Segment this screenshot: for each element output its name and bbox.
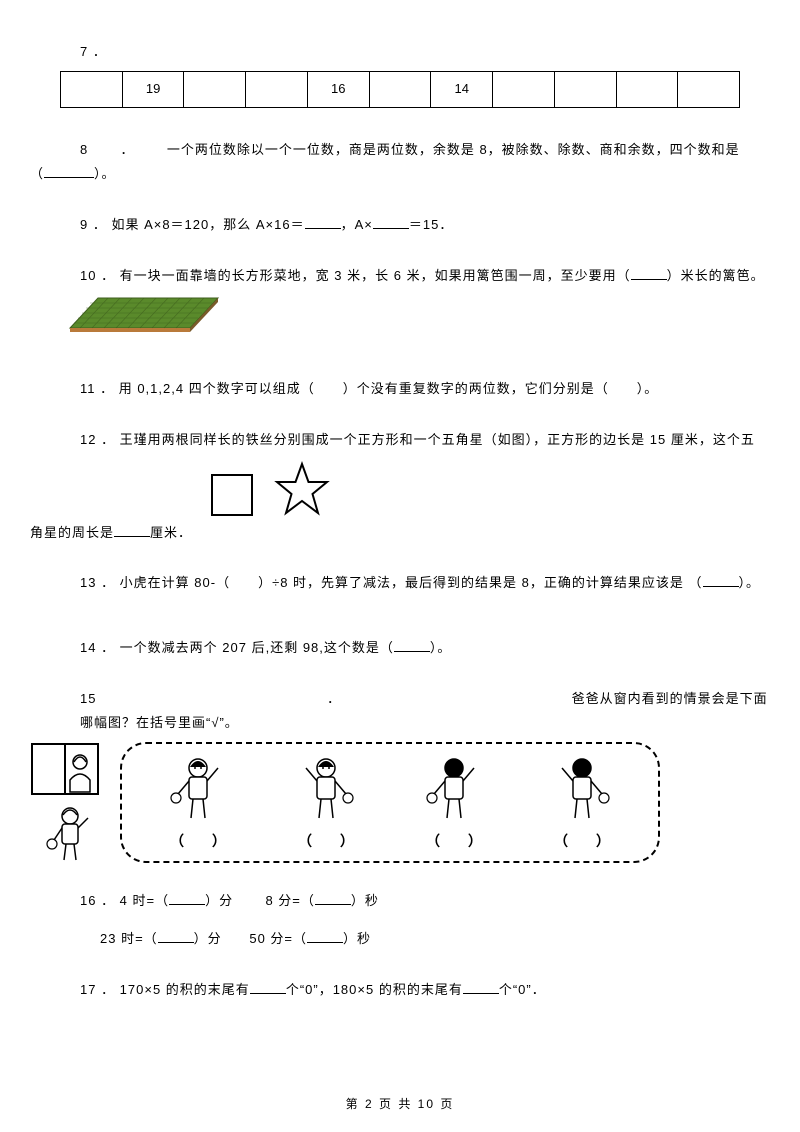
question-11: 11 ． 用 0,1,2,4 四个数字可以组成（ ）个没有重复数字的两位数，它们… <box>80 377 770 402</box>
blank <box>463 981 499 994</box>
boy-back2-icon <box>552 754 612 824</box>
q14-a: 14 ． 一个数减去两个 207 后,还剩 98,这个数是（ <box>80 640 394 655</box>
q15-num: 15 <box>80 691 96 706</box>
table-row: 19 16 14 <box>61 71 740 107</box>
q9-c: ＝15． <box>409 217 453 232</box>
q15-option: （ ） <box>296 754 356 855</box>
q7-cell: 14 <box>431 71 493 107</box>
blank <box>114 524 150 537</box>
q11-text: 11 ． 用 0,1,2,4 四个数字可以组成（ ）个没有重复数字的两位数，它们… <box>80 381 658 396</box>
q7-cell <box>616 71 678 107</box>
question-17: 17 ． 170×5 的积的末尾有 个“0”，180×5 的积的末尾有 个“0”． <box>80 978 770 1003</box>
blank <box>703 574 739 587</box>
blank <box>250 981 286 994</box>
option-paren: （ ） <box>426 828 482 855</box>
q15-option: （ ） <box>552 754 612 855</box>
q7-cell: 16 <box>307 71 369 107</box>
q16-line2: 23 时=（ ）分 50 分=（ ）秒 <box>100 927 770 952</box>
square-icon <box>210 473 254 517</box>
q8-text: 一个两位数除以一个一位数，商是两位数，余数是 8，被除数、除数、商和余数，四个数… <box>167 142 740 157</box>
blank <box>631 267 667 280</box>
q15-option: （ ） <box>168 754 228 855</box>
boy-back-icon <box>424 754 484 824</box>
q17-a: 17 ． 170×5 的积的末尾有 <box>80 982 250 997</box>
q7-cell <box>369 71 431 107</box>
blank <box>315 892 351 905</box>
question-12: 12 ． 王瑾用两根同样长的铁丝分别围成一个正方形和一个五角星（如图），正方形的… <box>30 428 770 545</box>
q8-num: 8 <box>80 142 88 157</box>
q17-b: 个“0”，180×5 的积的末尾有 <box>286 982 463 997</box>
blank <box>169 892 205 905</box>
blank <box>373 216 409 229</box>
q16-l1c: 8 分=（ <box>265 893 314 908</box>
blank <box>305 216 341 229</box>
boy-front-icon <box>168 754 228 824</box>
option-paren: （ ） <box>554 828 610 855</box>
blank <box>307 930 343 943</box>
blank <box>158 930 194 943</box>
q17-c: 个“0”． <box>499 982 546 997</box>
option-paren: （ ） <box>298 828 354 855</box>
q15-dot: ． <box>327 691 341 706</box>
q16-l1b: ）分 <box>205 893 233 908</box>
q7-table: 19 16 14 <box>60 71 740 108</box>
question-16: 16 ． 4 时=（ ）分 8 分=（ ）秒 23 时=（ ）分 50 分=（ ）秒 <box>30 889 770 952</box>
field-figure-icon <box>60 292 220 334</box>
blank <box>394 639 430 652</box>
option-paren: （ ） <box>170 828 226 855</box>
q12-b-suffix: 厘米． <box>150 525 192 540</box>
q7-cell: 19 <box>122 71 184 107</box>
q16-l1a: 16 ． 4 时=（ <box>80 893 169 908</box>
q8-line2: （ ）。 <box>30 162 770 187</box>
paren-close: ）。 <box>94 166 116 181</box>
question-15: 15 ． 爸爸从窗内看到的情景会是下面哪幅图？在括号里画“√”。 <box>30 687 770 863</box>
window-dad-icon <box>30 742 110 862</box>
star-icon <box>274 461 330 517</box>
q12-b-prefix: 角星的周长是 <box>30 525 114 540</box>
q12-line2: 角星的周长是 厘米． <box>30 521 770 546</box>
q16-l2a: 23 时=（ <box>100 931 158 946</box>
question-14: 14 ． 一个数减去两个 207 后,还剩 98,这个数是（ ）。 <box>80 636 770 661</box>
q15-text: 爸爸从窗内看到的情景会是下面哪幅图？在括号里画“√”。 <box>80 691 768 731</box>
q9-comma: ，A× <box>341 217 373 232</box>
blank <box>44 165 94 178</box>
q9-a: 9 ． 如果 A×8＝120，那么 A×16＝ <box>80 217 305 232</box>
q10-b: ）米长的篱笆。 <box>667 268 765 283</box>
q7-label: 7 ． <box>80 40 770 65</box>
q13-b: ）。 <box>739 575 761 590</box>
q14-b: ）。 <box>430 640 452 655</box>
q7-cell <box>678 71 740 107</box>
q15-figure: （ ） （ ） <box>30 742 770 863</box>
question-10: 10 ． 有一块一面靠墙的长方形菜地，宽 3 米，长 6 米，如果用篱笆围一周，… <box>30 264 770 351</box>
q15-head: 15 ． 爸爸从窗内看到的情景会是下面哪幅图？在括号里画“√”。 <box>80 687 770 736</box>
q7-cell <box>246 71 308 107</box>
q16-l2c: 50 分=（ <box>249 931 307 946</box>
q15-option: （ ） <box>424 754 484 855</box>
q10-text: 10 ． 有一块一面靠墙的长方形菜地，宽 3 米，长 6 米，如果用篱笆围一周，… <box>80 264 770 289</box>
q8-line1: 8 ． 一个两位数除以一个一位数，商是两位数，余数是 8，被除数、除数、商和余数… <box>80 138 770 163</box>
q15-options-panel: （ ） （ ） <box>120 742 660 863</box>
page-footer: 第 2 页 共 10 页 <box>0 1093 800 1116</box>
question-13: 13 ． 小虎在计算 80-（ ）÷8 时，先算了减法，最后得到的结果是 8，正… <box>80 571 770 596</box>
question-7: 7 ． 19 16 14 <box>30 40 770 108</box>
boy-front2-icon <box>296 754 356 824</box>
q16-l1d: ）秒 <box>351 893 379 908</box>
question-9: 9 ． 如果 A×8＝120，那么 A×16＝ ，A× ＝15． <box>80 213 770 238</box>
q16-l2d: ）秒 <box>343 931 371 946</box>
q8-dot: ． <box>121 142 135 157</box>
q7-cell <box>61 71 123 107</box>
q12-shapes <box>210 461 330 517</box>
question-8: 8 ． 一个两位数除以一个一位数，商是两位数，余数是 8，被除数、除数、商和余数… <box>30 138 770 187</box>
q10-a: 10 ． 有一块一面靠墙的长方形菜地，宽 3 米，长 6 米，如果用篱笆围一周，… <box>80 268 631 283</box>
q16-line1: 16 ． 4 时=（ ）分 8 分=（ ）秒 <box>80 889 770 914</box>
q7-cell <box>493 71 555 107</box>
paren-open: （ <box>30 166 44 181</box>
q13-a: 13 ． 小虎在计算 80-（ ）÷8 时，先算了减法，最后得到的结果是 8，正… <box>80 575 703 590</box>
q12-a: 12 ． 王瑾用两根同样长的铁丝分别围成一个正方形和一个五角星（如图），正方形的… <box>80 428 770 453</box>
q7-cell <box>184 71 246 107</box>
q16-l2b: ）分 <box>194 931 222 946</box>
q7-cell <box>554 71 616 107</box>
